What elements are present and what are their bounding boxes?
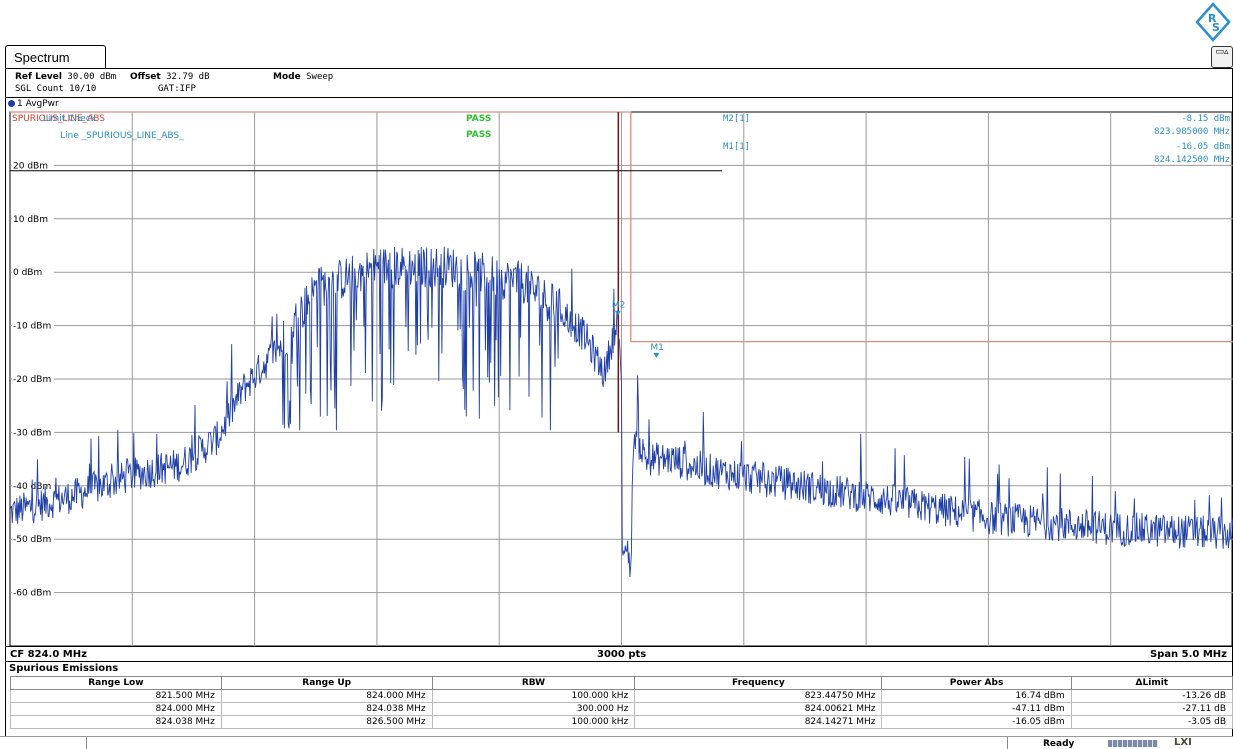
- svg-text:R: R: [1208, 12, 1217, 25]
- table-cell: -47.11 dBm: [881, 702, 1072, 716]
- table-cell: -3.05 dB: [1070, 715, 1233, 729]
- table-cell: 100.000 kHz: [431, 715, 636, 729]
- m1-frequency: 824.142500 MHz: [1154, 155, 1230, 165]
- table-cell: -13.26 dB: [1070, 689, 1233, 703]
- y-tick-bg: [12, 319, 54, 331]
- y-tick-label: 20 dBm: [13, 161, 48, 171]
- ready-status: Ready: [1043, 739, 1075, 749]
- table-cell: 824.14271 MHz: [634, 715, 883, 729]
- table-row: 821.500 MHz 824.000 MHz 100.000 kHz 823.447…: [10, 689, 1233, 703]
- table-cell: 823.44750 MHz: [634, 689, 883, 703]
- trace-line: [9, 246, 1233, 578]
- spur-col-header: Power Abs: [881, 676, 1072, 690]
- y-tick-bg: [12, 159, 54, 171]
- pass-label-2: PASS: [466, 130, 491, 140]
- m2-marker-tag: M2: [612, 301, 626, 311]
- m2-marker: M2: [612, 301, 626, 316]
- status-message-box: [86, 737, 1008, 749]
- table-cell: 16.74 dBm: [881, 689, 1072, 703]
- header-divider: [6, 97, 1233, 98]
- limit-check-label: Limit Check: [43, 114, 97, 124]
- trace-group: [9, 246, 1233, 578]
- m2-marker-icon: [614, 310, 621, 316]
- y-tick-bg: [12, 479, 54, 491]
- tab-spectrum[interactable]: Spectrum: [5, 45, 106, 69]
- m2-frequency: 823.985000 MHz: [1154, 127, 1230, 137]
- y-tick-label: -30 dBm: [13, 428, 51, 438]
- span-readout: Span 5.0 MHz: [1149, 649, 1227, 660]
- table-cell: 826.500 MHz: [220, 715, 433, 729]
- sgl-count: SGL Count 10/10: [15, 84, 97, 94]
- limit-line: [10, 111, 1233, 343]
- m1-label: M1[1]: [723, 142, 750, 152]
- trace-label: 1 AvgPwr: [8, 99, 59, 109]
- table-cell: 821.500 MHz: [10, 689, 222, 703]
- y-tick-label: 0 dBm: [13, 268, 42, 278]
- plot-overlay-text: SPURIOUS_LINE_ABS Limit Check Line _SPUR…: [12, 114, 1230, 165]
- gate-indicator: GAT:IFP: [158, 84, 196, 94]
- m1-value: -16.05 dBm: [1176, 142, 1230, 152]
- status-bar: [0, 736, 1233, 749]
- y-tick-bg: [12, 212, 54, 224]
- table-cell: 824.000 MHz: [10, 702, 222, 716]
- offset-readout: Offset 32.79 dB: [130, 72, 210, 82]
- y-tick-label: -50 dBm: [13, 535, 51, 545]
- y-tick-label: -10 dBm: [13, 322, 51, 332]
- spur-col-header: RBW: [431, 676, 636, 690]
- spur-col-header: Frequency: [634, 676, 883, 690]
- table-cell: -16.05 dBm: [881, 715, 1072, 729]
- lxi-icon: LXI: [1174, 737, 1192, 748]
- table-cell: 824.00621 MHz: [634, 702, 883, 716]
- center-frequency: CF 824.0 MHz: [10, 649, 87, 660]
- limit-line-group: [10, 111, 1233, 343]
- y-tick-bg: [12, 426, 54, 438]
- table-cell: 300.000 Hz: [431, 702, 636, 716]
- rs-logo-icon: R S: [1195, 2, 1231, 42]
- table-row: 824.038 MHz 826.500 MHz 100.000 kHz 824.142…: [10, 715, 1233, 729]
- mode-readout: Mode Sweep: [273, 72, 334, 82]
- trace-dot-icon: [8, 100, 15, 107]
- y-tick-bg: [12, 586, 54, 598]
- marker-group: M2 M1: [10, 112, 722, 433]
- y-tick-bg: [12, 266, 54, 278]
- m2-label: M2[1]: [723, 114, 750, 124]
- spurious-table: Range Low Range Up RBW Frequency Power Abs ΔL…: [10, 676, 1233, 729]
- sweep-points: 3000 pts: [597, 649, 647, 660]
- y-tick-label: -20 dBm: [13, 375, 51, 385]
- table-cell: 824.038 MHz: [220, 702, 433, 716]
- y-tick-label: -60 dBm: [13, 589, 51, 599]
- spur-col-header: ΔLimit: [1070, 676, 1233, 690]
- limit-line-label: SPURIOUS_LINE_ABS: [12, 114, 105, 124]
- m1-marker-icon: [653, 352, 660, 358]
- ref-level-readout: Ref Level 30.00 dBm: [15, 72, 117, 82]
- pass-label-1: PASS: [466, 114, 491, 124]
- svg-text:S: S: [1212, 21, 1220, 34]
- m1-marker: M1: [650, 343, 664, 358]
- m1-marker-tag: M1: [650, 343, 664, 353]
- y-tick-bg: [12, 373, 54, 384]
- table-row: 824.000 MHz 824.038 MHz 300.000 Hz 824.0062…: [10, 702, 1233, 716]
- m2-value: -8.15 dBm: [1181, 114, 1230, 124]
- table-cell: 824.038 MHz: [10, 715, 222, 729]
- table-cell: -27.11 dB: [1070, 702, 1233, 716]
- spur-col-header: Range Up: [220, 676, 433, 690]
- progress-indicator: [1108, 740, 1158, 747]
- spurious-table-title: Spurious Emissions: [9, 663, 119, 674]
- y-tick-label: 10 dBm: [13, 215, 48, 225]
- y-tick-bg: [12, 533, 54, 545]
- limit-line-name: Line _SPURIOUS_LINE_ABS_: [60, 131, 184, 141]
- table-cell: 100.000 kHz: [431, 689, 636, 703]
- plot-footer: CF 824.0 MHz 3000 pts Span 5.0 MHz: [6, 646, 1233, 662]
- spur-col-header: Range Low: [10, 676, 222, 690]
- table-cell: 824.000 MHz: [220, 689, 433, 703]
